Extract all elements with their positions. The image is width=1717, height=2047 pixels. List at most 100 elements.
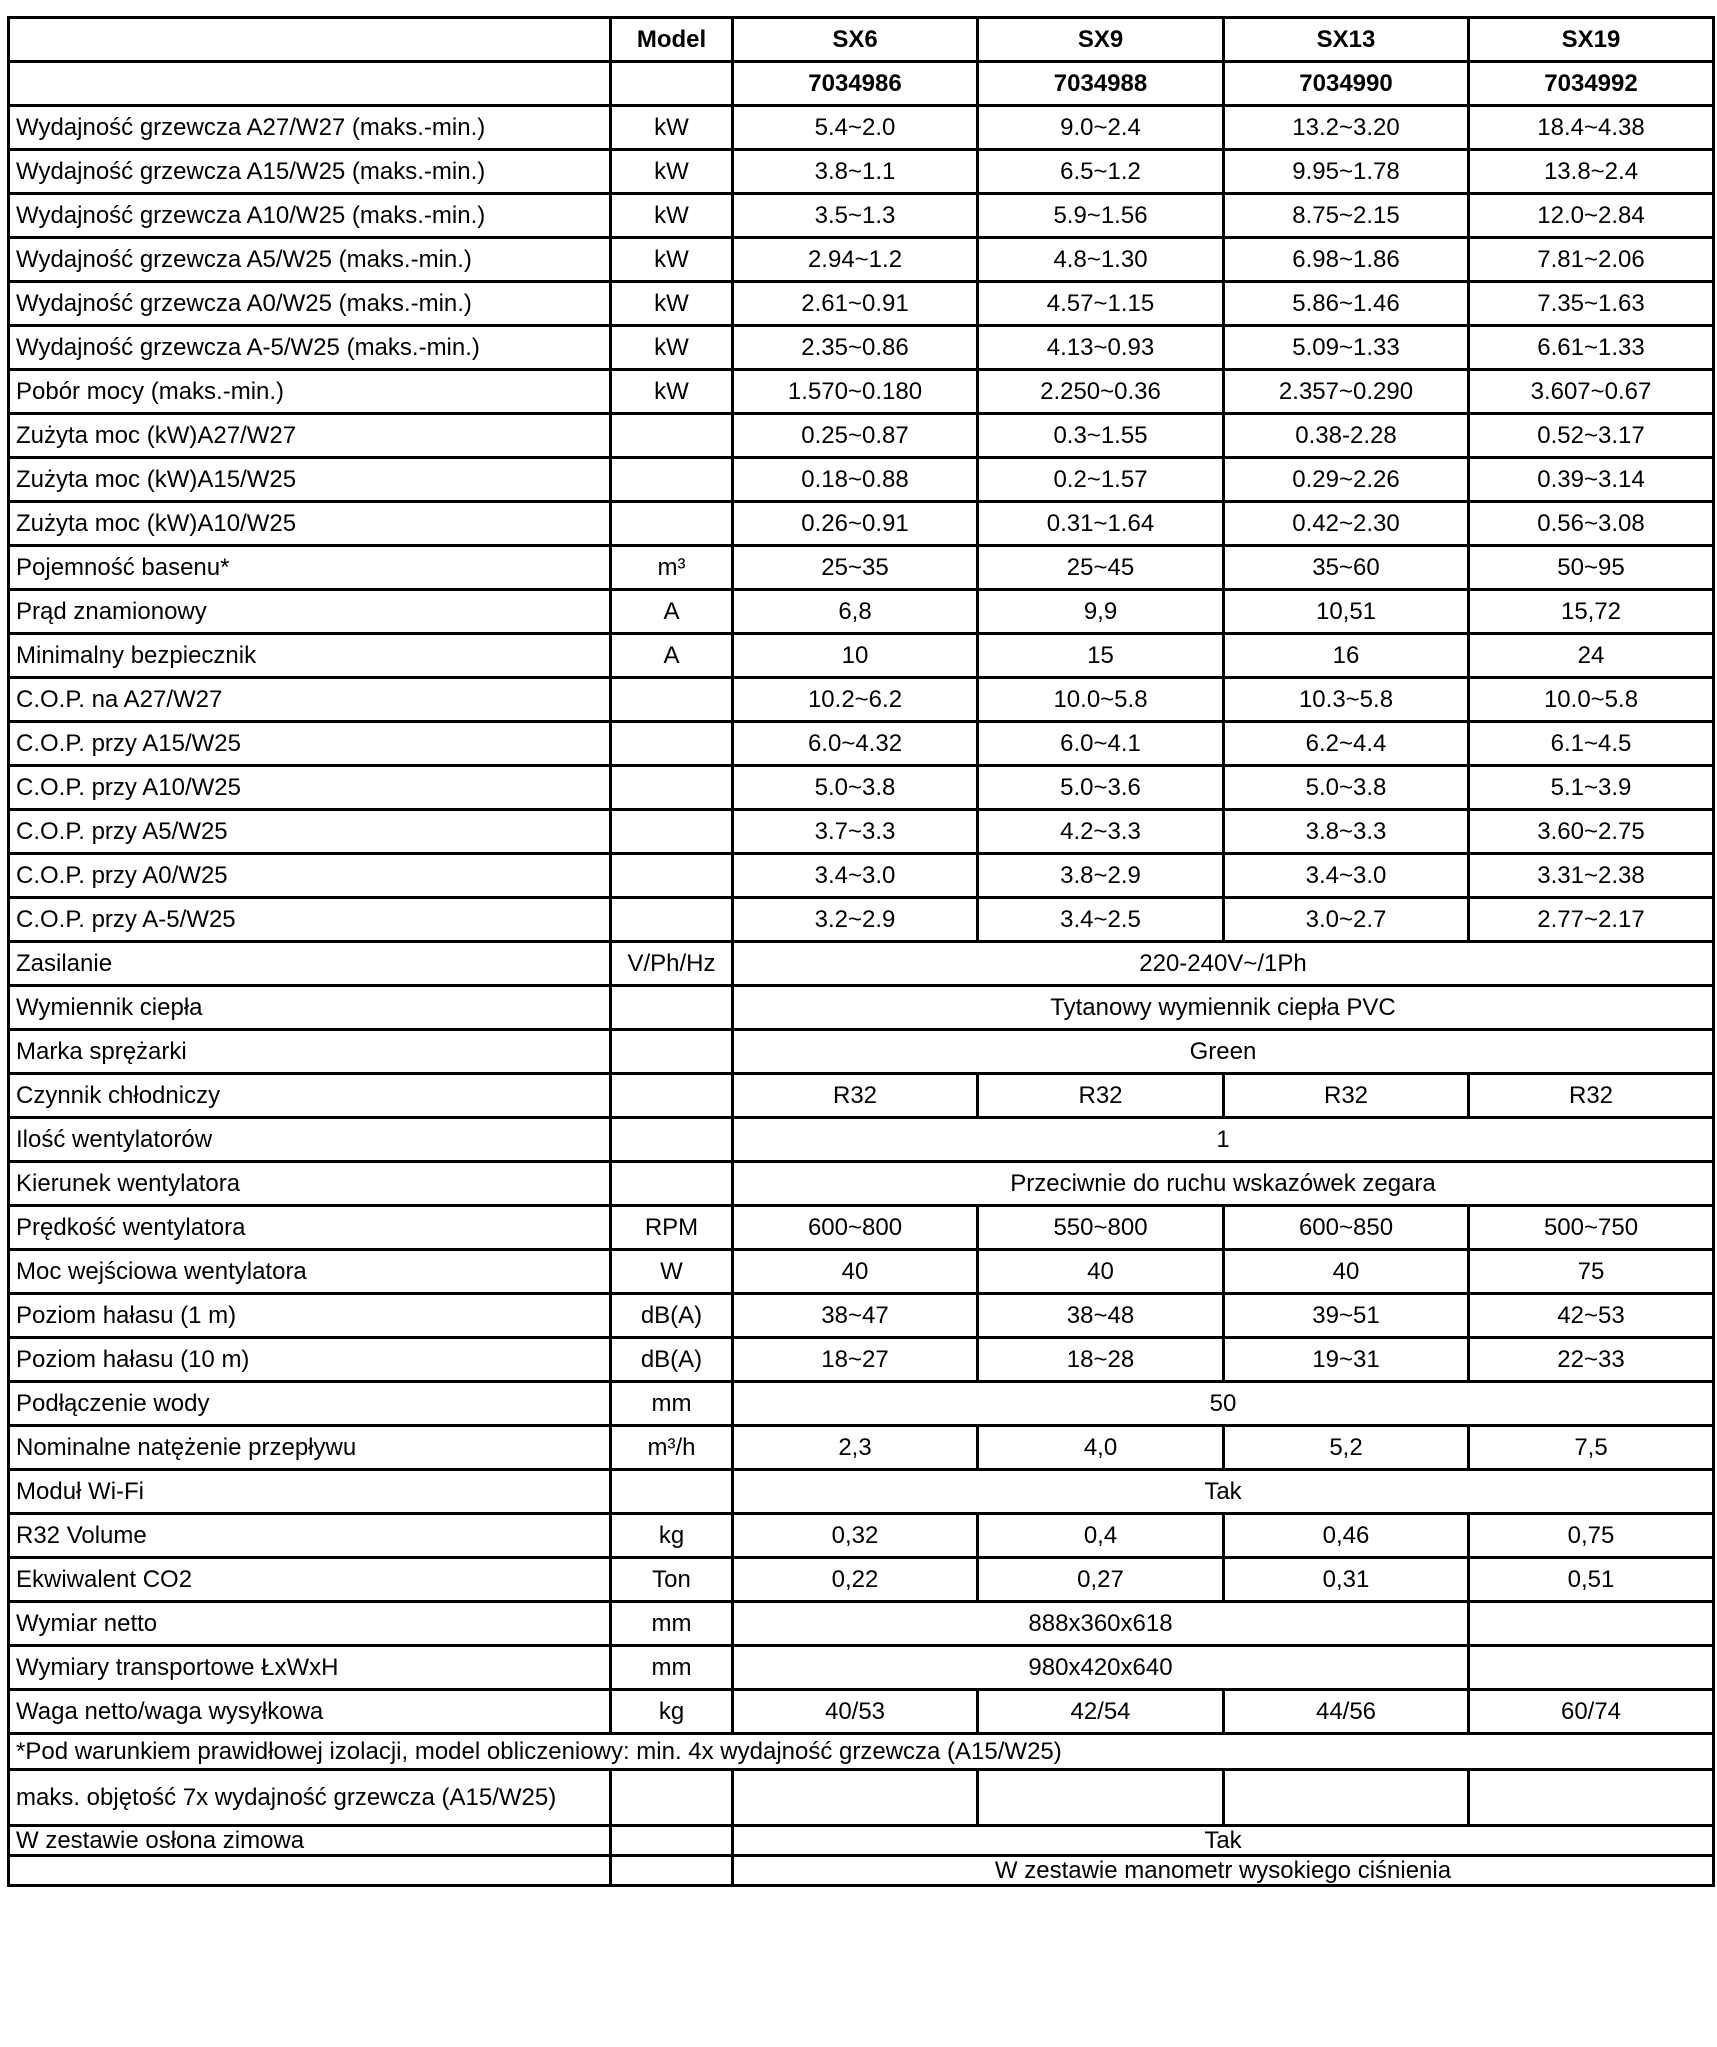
row-value: 0.2~1.57 xyxy=(976,456,1225,503)
row-unit xyxy=(609,720,734,767)
footnote: *Pod warunkiem prawidłowej izolacji, mod… xyxy=(7,1732,1715,1771)
row-value: 5.9~1.56 xyxy=(976,192,1225,239)
table-row: Ekwiwalent CO2 Ton 0,22 0,27 0,31 0,51 xyxy=(7,1556,1715,1603)
row-label: Wydajność grzewcza A5/W25 (maks.-min.) xyxy=(7,236,612,283)
row-value: 7.35~1.63 xyxy=(1467,280,1715,327)
row-value: R32 xyxy=(1467,1072,1715,1119)
row-value: 3.8~1.1 xyxy=(731,148,979,195)
row-value: 0.56~3.08 xyxy=(1467,500,1715,547)
row-value: 42/54 xyxy=(976,1688,1225,1735)
row-unit xyxy=(609,1824,734,1857)
row-value-merged: 50 xyxy=(731,1380,1715,1427)
row-unit: mm xyxy=(609,1380,734,1427)
row-value: 5.1~3.9 xyxy=(1467,764,1715,811)
row-value: 15 xyxy=(976,632,1225,679)
row-label: Zasilanie xyxy=(7,940,612,987)
table-row: Wydajność grzewcza A15/W25 (maks.-min.) k… xyxy=(7,148,1715,195)
row-value xyxy=(1222,1768,1470,1827)
row-value: 18~27 xyxy=(731,1336,979,1383)
row-value: 4.8~1.30 xyxy=(976,236,1225,283)
table-row: Wydajność grzewcza A0/W25 (maks.-min.) kW… xyxy=(7,280,1715,327)
row-value: 0,51 xyxy=(1467,1556,1715,1603)
row-label: Wymiary transportowe ŁxWxH xyxy=(7,1644,612,1691)
row-value xyxy=(731,1768,979,1827)
row-value: 0,4 xyxy=(976,1512,1225,1559)
row-label: Wymiennik ciepła xyxy=(7,984,612,1031)
row-value: 40 xyxy=(976,1248,1225,1295)
row-value xyxy=(1467,1768,1715,1827)
row-value: 6.98~1.86 xyxy=(1222,236,1470,283)
row-value: 0,22 xyxy=(731,1556,979,1603)
row-value: 5.86~1.46 xyxy=(1222,280,1470,327)
row-value: 40/53 xyxy=(731,1688,979,1735)
row-value-merged: Przeciwnie do ruchu wskazówek zegara xyxy=(731,1160,1715,1207)
row-label: Waga netto/waga wysyłkowa xyxy=(7,1688,612,1735)
row-label: C.O.P. przy A15/W25 xyxy=(7,720,612,767)
row-value: 3.60~2.75 xyxy=(1467,808,1715,855)
row-label: Zużyta moc (kW)A27/W27 xyxy=(7,412,612,459)
row-value: 3.2~2.9 xyxy=(731,896,979,943)
table-row: Zużyta moc (kW)A27/W27 0.25~0.87 0.3~1.55 0… xyxy=(7,412,1715,459)
row-unit xyxy=(609,1768,734,1827)
row-label: C.O.P. przy A5/W25 xyxy=(7,808,612,855)
row-value: 19~31 xyxy=(1222,1336,1470,1383)
row-unit: Ton xyxy=(609,1556,734,1603)
table-row: Wydajność grzewcza A27/W27 (maks.-min.) k… xyxy=(7,104,1715,151)
row-label: Poziom hałasu (10 m) xyxy=(7,1336,612,1383)
row-value: 35~60 xyxy=(1222,544,1470,591)
row-label: Poziom hałasu (1 m) xyxy=(7,1292,612,1339)
row-label: Wydajność grzewcza A-5/W25 (maks.-min.) xyxy=(7,324,612,371)
table-row: Pojemność basenu* m³ 25~35 25~45 35~60 50~95 xyxy=(7,544,1715,591)
row-label: Nominalne natężenie przepływu xyxy=(7,1424,612,1471)
row-value: 38~48 xyxy=(976,1292,1225,1339)
row-value: 9,9 xyxy=(976,588,1225,635)
row-value: 0.38-2.28 xyxy=(1222,412,1470,459)
row-unit: kg xyxy=(609,1688,734,1735)
row-unit xyxy=(609,764,734,811)
row-value: 13.2~3.20 xyxy=(1222,104,1470,151)
row-unit xyxy=(609,1028,734,1075)
row-value: 550~800 xyxy=(976,1204,1225,1251)
spec-table: Model SX6 SX9 SX13 SX19 7034986 7034988 … xyxy=(7,16,1715,1887)
table-row: maks. objętość 7x wydajność grzewcza (A1… xyxy=(7,1768,1715,1827)
row-value: 24 xyxy=(1467,632,1715,679)
row-value xyxy=(1467,1600,1715,1647)
row-label: Pojemność basenu* xyxy=(7,544,612,591)
row-value: 3.31~2.38 xyxy=(1467,852,1715,899)
row-value: 1.570~0.180 xyxy=(731,368,979,415)
table-row: Czynnik chłodniczy R32 R32 R32 R32 xyxy=(7,1072,1715,1119)
table-row: C.O.P. przy A5/W25 3.7~3.3 4.2~3.3 3.8~3.3 3… xyxy=(7,808,1715,855)
row-unit xyxy=(609,808,734,855)
table-row: Wymiary transportowe ŁxWxH mm 980x420x640 xyxy=(7,1644,1715,1691)
code-sx6: 7034986 xyxy=(731,60,979,107)
row-label: Moduł Wi-Fi xyxy=(7,1468,612,1515)
row-value: 25~35 xyxy=(731,544,979,591)
row-unit: kW xyxy=(609,236,734,283)
row-value: 10.0~5.8 xyxy=(976,676,1225,723)
header-blank xyxy=(7,60,612,107)
table-row: Waga netto/waga wysyłkowa kg 40/53 42/54 44/… xyxy=(7,1688,1715,1735)
row-value-merged: 220-240V~/1Ph xyxy=(731,940,1715,987)
row-value: 7.81~2.06 xyxy=(1467,236,1715,283)
row-value: 3.5~1.3 xyxy=(731,192,979,239)
table-row: Marka sprężarki Green xyxy=(7,1028,1715,1075)
row-value: 500~750 xyxy=(1467,1204,1715,1251)
table-row: Minimalny bezpiecznik A 10 15 16 24 xyxy=(7,632,1715,679)
table-row: Wymiar netto mm 888x360x618 xyxy=(7,1600,1715,1647)
row-unit xyxy=(609,1160,734,1207)
row-label: C.O.P. przy A10/W25 xyxy=(7,764,612,811)
row-unit: mm xyxy=(609,1644,734,1691)
row-value: 3.7~3.3 xyxy=(731,808,979,855)
row-unit: m³/h xyxy=(609,1424,734,1471)
row-value: 40 xyxy=(1222,1248,1470,1295)
row-value: 75 xyxy=(1467,1248,1715,1295)
table-row: Prąd znamionowy A 6,8 9,9 10,51 15,72 xyxy=(7,588,1715,635)
table-row: Moc wejściowa wentylatora W 40 40 40 75 xyxy=(7,1248,1715,1295)
row-unit: V/Ph/Hz xyxy=(609,940,734,987)
row-unit: kW xyxy=(609,324,734,371)
table-row: Kierunek wentylatora Przeciwnie do ruchu … xyxy=(7,1160,1715,1207)
table-row: W zestawie osłona zimowa Tak xyxy=(7,1824,1715,1857)
row-unit: dB(A) xyxy=(609,1292,734,1339)
row-label: Marka sprężarki xyxy=(7,1028,612,1075)
row-label: R32 Volume xyxy=(7,1512,612,1559)
